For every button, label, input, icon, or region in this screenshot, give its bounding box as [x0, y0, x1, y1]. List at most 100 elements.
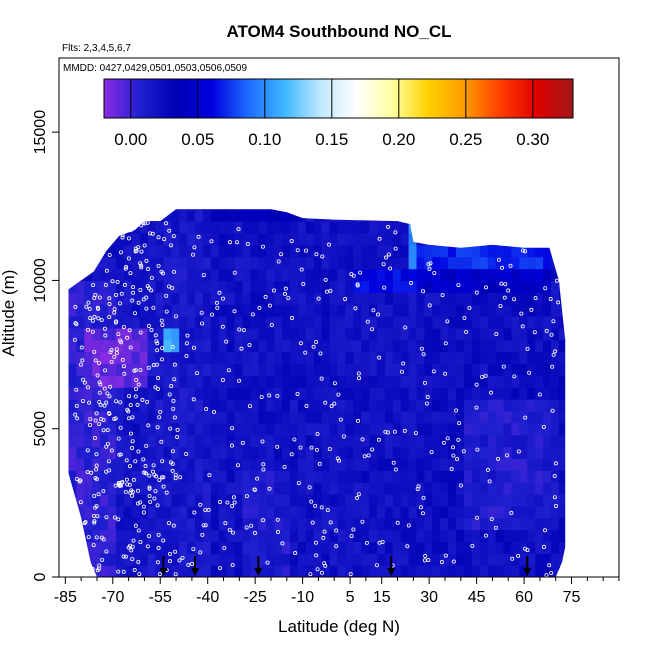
heatmap-cell: [440, 244, 449, 258]
sample-point: [215, 305, 220, 310]
heatmap-cell: [487, 410, 497, 424]
sample-point: [126, 416, 131, 421]
heatmap-cell: [463, 363, 473, 376]
sample-point: [101, 428, 106, 433]
heatmap-cell: [155, 232, 165, 246]
sample-point: [427, 267, 432, 272]
sample-point: [96, 361, 101, 366]
sample-point: [180, 555, 185, 560]
heatmap-cell: [210, 553, 220, 566]
heatmap-cell: [147, 422, 157, 436]
heatmap-cell: [369, 375, 378, 388]
heatmap-cell: [353, 327, 362, 341]
sample-point: [293, 551, 298, 556]
heatmap-cell: [400, 292, 410, 305]
sample-point: [128, 271, 133, 276]
heatmap-cell: [155, 244, 165, 258]
heatmap-cell: [171, 292, 180, 305]
heatmap-cell: [321, 244, 331, 258]
sample-point: [299, 267, 304, 272]
heatmap-cell: [147, 434, 157, 448]
heatmap-cell: [392, 410, 402, 424]
heatmap-cell: [139, 351, 149, 365]
heatmap-cell: [321, 268, 331, 282]
heatmap-cell: [353, 363, 362, 376]
heatmap-cell: [250, 541, 259, 554]
sample-point: [328, 520, 333, 525]
heatmap-cell: [313, 434, 323, 448]
sample-point: [144, 443, 149, 448]
sample-point: [351, 527, 356, 532]
heatmap-cell: [139, 399, 149, 412]
sample-point: [409, 280, 414, 285]
heatmap-cell: [463, 399, 473, 412]
sample-point: [480, 374, 485, 379]
heatmap-cell: [210, 482, 220, 495]
heatmap-cell: [535, 434, 544, 448]
heatmap-cell: [337, 541, 346, 554]
heatmap-cell: [282, 399, 291, 412]
heatmap-cell: [187, 553, 196, 566]
heatmap-cell: [234, 482, 244, 495]
heatmap-cell: [511, 434, 520, 448]
heatmap-cell: [147, 399, 157, 412]
sample-point: [149, 288, 154, 293]
heatmap-cell: [305, 434, 315, 448]
heatmap-cell: [147, 363, 157, 376]
heatmap-cell: [171, 517, 180, 531]
heatmap-cell: [282, 363, 291, 376]
heatmap-cell: [353, 553, 362, 566]
heatmap-cell: [258, 493, 267, 507]
sample-point: [78, 362, 83, 367]
heatmap-cell: [329, 422, 339, 436]
sample-point: [98, 382, 103, 387]
sample-point: [357, 376, 362, 381]
heatmap-cell: [369, 553, 378, 566]
sample-point: [89, 470, 94, 475]
heatmap-cell: [543, 339, 552, 353]
heatmap-cell: [226, 517, 236, 531]
heatmap-cell: [321, 529, 331, 543]
sample-point: [261, 467, 266, 472]
sample-point: [117, 483, 122, 488]
heatmap-cell: [282, 493, 291, 507]
heatmap-cell: [179, 268, 188, 282]
sample-point: [161, 538, 166, 543]
heatmap-cell: [353, 292, 362, 305]
heatmap-cell: [463, 292, 473, 305]
sample-point: [131, 538, 136, 543]
heatmap-cell: [495, 327, 505, 341]
heatmap-cell: [558, 529, 566, 543]
heatmap-cell: [471, 292, 481, 305]
sample-point: [130, 557, 135, 562]
heatmap-cell: [305, 268, 315, 282]
sample-point: [73, 412, 78, 417]
sample-point: [503, 282, 508, 287]
heatmap-cell: [234, 422, 244, 436]
heatmap-cell: [250, 434, 259, 448]
heatmap-cell: [202, 339, 212, 353]
heatmap-cell: [361, 292, 370, 305]
heatmap-cell: [479, 363, 489, 376]
heatmap-cell: [550, 410, 560, 424]
heatmap-cell: [147, 268, 157, 282]
heatmap-cell: [519, 565, 528, 577]
heatmap-cell: [527, 375, 536, 388]
heatmap-cell: [369, 316, 378, 329]
heatmap-cell: [234, 434, 244, 448]
sample-point: [171, 406, 176, 411]
heatmap-cell: [179, 363, 188, 376]
heatmap-cell: [535, 256, 544, 270]
heatmap-cell: [266, 339, 275, 353]
heatmap-cell: [68, 292, 78, 305]
heatmap-cell: [92, 541, 101, 554]
heatmap-cell: [511, 351, 520, 365]
heatmap-cell: [495, 363, 505, 376]
heatmap-cell: [487, 399, 497, 412]
heatmap-cell: [155, 351, 165, 365]
heatmap-cell: [424, 434, 433, 448]
heatmap-cell: [123, 375, 133, 388]
heatmap-cell: [456, 458, 465, 471]
heatmap-cell: [266, 387, 275, 400]
heatmap-cell: [250, 458, 259, 471]
